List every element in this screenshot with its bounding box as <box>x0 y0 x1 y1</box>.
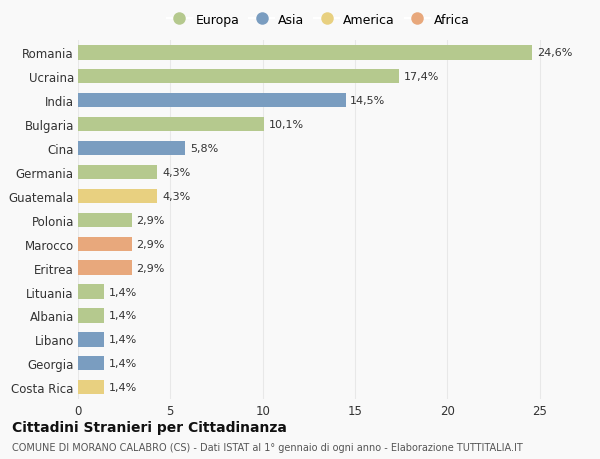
Text: 1,4%: 1,4% <box>109 287 137 297</box>
Text: 14,5%: 14,5% <box>350 96 386 106</box>
Text: 1,4%: 1,4% <box>109 311 137 321</box>
Bar <box>78 237 131 252</box>
Bar <box>78 213 131 228</box>
Bar <box>78 189 157 204</box>
Bar <box>78 380 104 395</box>
Text: 24,6%: 24,6% <box>537 48 572 58</box>
Text: 10,1%: 10,1% <box>269 120 304 130</box>
Bar <box>78 141 185 156</box>
Bar <box>78 308 104 323</box>
Bar <box>78 118 265 132</box>
Text: 4,3%: 4,3% <box>162 191 190 202</box>
Text: 2,9%: 2,9% <box>136 215 164 225</box>
Legend: Europa, Asia, America, Africa: Europa, Asia, America, Africa <box>161 9 475 32</box>
Text: 1,4%: 1,4% <box>109 335 137 345</box>
Text: 17,4%: 17,4% <box>404 72 439 82</box>
Text: 1,4%: 1,4% <box>109 358 137 369</box>
Text: 1,4%: 1,4% <box>109 382 137 392</box>
Bar <box>78 165 157 180</box>
Text: 4,3%: 4,3% <box>162 168 190 178</box>
Bar <box>78 356 104 371</box>
Text: 2,9%: 2,9% <box>136 239 164 249</box>
Text: Cittadini Stranieri per Cittadinanza: Cittadini Stranieri per Cittadinanza <box>12 420 287 434</box>
Text: COMUNE DI MORANO CALABRO (CS) - Dati ISTAT al 1° gennaio di ogni anno - Elaboraz: COMUNE DI MORANO CALABRO (CS) - Dati IST… <box>12 442 523 452</box>
Text: 2,9%: 2,9% <box>136 263 164 273</box>
Bar <box>78 261 131 275</box>
Bar <box>78 70 399 84</box>
Text: 5,8%: 5,8% <box>190 144 218 154</box>
Bar <box>78 94 346 108</box>
Bar <box>78 285 104 299</box>
Bar <box>78 332 104 347</box>
Bar <box>78 46 532 61</box>
